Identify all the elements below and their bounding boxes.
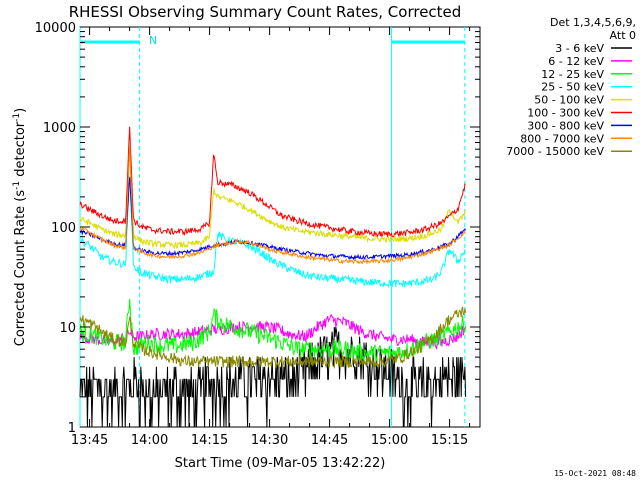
legend-label-5: 100 - 300 keV — [527, 107, 604, 120]
legend-header-2: Att 0 — [610, 29, 636, 42]
series-line-6 — [79, 177, 467, 261]
series-line-3 — [79, 175, 466, 288]
legend-label-4: 50 - 100 keV — [534, 94, 604, 107]
legend-label-0: 3 - 6 keV — [555, 42, 604, 55]
series-line-0 — [79, 326, 467, 428]
x-tick-label-1: 14:00 — [131, 433, 168, 448]
footer-date: 15-Oct-2021 08:48 — [554, 469, 636, 478]
legend-label-1: 6 - 12 keV — [548, 55, 604, 68]
y-tick-label-4: 10000 — [35, 21, 76, 36]
legend-label-7: 800 - 7000 keV — [520, 132, 604, 145]
y-label-sup2: -1 — [12, 113, 22, 122]
y-tick-label-1: 10 — [59, 321, 76, 336]
y-axis-label: Corrected Count Rate (s-1 detector-1) — [12, 108, 28, 346]
x-tick-label-4: 14:45 — [311, 433, 348, 448]
legend-label-8: 7000 - 15000 keV — [506, 145, 604, 158]
series-group — [79, 126, 467, 428]
y-tick-label-0: 1 — [68, 421, 76, 436]
y-label-sup1: -1 — [12, 181, 22, 190]
x-tick-label-5: 15:00 — [371, 433, 408, 448]
series-line-1 — [79, 314, 467, 351]
series-line-4 — [79, 152, 467, 250]
series-line-8 — [79, 306, 467, 370]
series-line-2 — [79, 298, 467, 363]
series-line-5 — [79, 126, 466, 238]
y-label-mid: detector — [13, 121, 28, 181]
y-tick-label-2: 100 — [51, 221, 76, 236]
night-marker: N — [149, 34, 157, 47]
chart-title: RHESSI Observing Summary Count Rates, Co… — [69, 3, 462, 21]
x-axis-label: Start Time (09-Mar-05 13:42:22) — [175, 456, 386, 471]
y-label-main: Corrected Count Rate (s — [13, 190, 28, 347]
legend-label-3: 25 - 50 keV — [541, 81, 604, 94]
x-tick-label-0: 13:45 — [71, 433, 108, 448]
x-tick-label-6: 15:15 — [431, 433, 468, 448]
legend-label-2: 12 - 25 keV — [541, 68, 604, 81]
axes-group: 13:45 14:00 14:15 14:30 14:45 15:00 15:15 1 10 10… — [35, 21, 480, 448]
legend-label-6: 300 - 800 keV — [527, 119, 604, 132]
x-tick-label-2: 14:15 — [191, 433, 228, 448]
x-tick-label-3: 14:30 — [251, 433, 288, 448]
series-line-7 — [79, 144, 466, 265]
y-tick-label-3: 1000 — [43, 121, 76, 136]
y-label-end: ) — [13, 108, 28, 113]
legend-header-1: Det 1,3,4,5,6,9, — [550, 16, 636, 29]
